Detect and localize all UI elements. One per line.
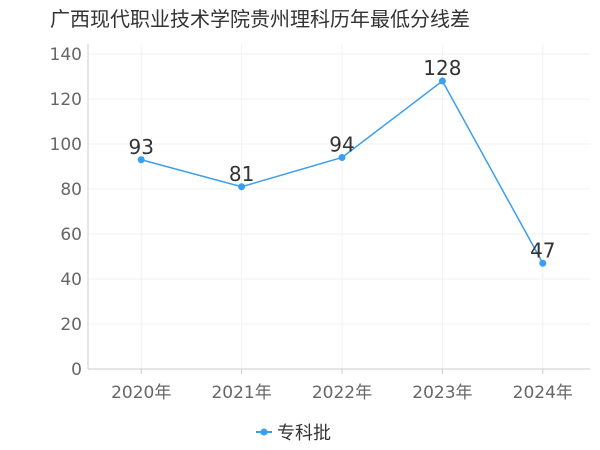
y-tick-label: 60 — [60, 225, 82, 245]
grid — [88, 44, 590, 369]
y-tick-label: 0 — [71, 360, 82, 380]
series-layer — [137, 77, 547, 267]
y-tick-label: 120 — [50, 90, 82, 110]
legend-label: 专科批 — [277, 423, 331, 444]
data-point — [539, 259, 547, 267]
axes: 0 20 40 60 80 100 120 140 2020年 2021年 2022年 2023年 20… — [50, 44, 590, 403]
data-label: 94 — [329, 133, 354, 157]
data-label: 81 — [229, 162, 254, 186]
x-tick-label: 2022年 — [312, 383, 372, 403]
y-tick-label: 20 — [60, 315, 82, 335]
y-tick-label: 80 — [60, 180, 82, 200]
data-labels: 93 81 94 128 47 — [128, 56, 555, 262]
x-tick-label: 2021年 — [211, 383, 271, 403]
data-point — [338, 154, 346, 161]
y-tick-label: 100 — [50, 135, 82, 155]
data-point — [137, 156, 145, 164]
data-label: 47 — [530, 238, 555, 262]
y-tick-label: 40 — [60, 270, 82, 290]
chart-title: 广西现代职业技术学院贵州理科历年最低分线差 — [50, 7, 470, 31]
legend[interactable]: 专科批 — [256, 423, 331, 444]
data-point — [238, 183, 246, 191]
data-label: 128 — [423, 56, 461, 80]
legend-marker-dot — [260, 428, 268, 436]
x-tick-label: 2023年 — [412, 383, 472, 403]
data-label: 93 — [128, 135, 153, 159]
data-point — [438, 77, 446, 85]
x-tick-label: 2020年 — [111, 383, 171, 403]
y-tick-label: 140 — [50, 45, 82, 65]
x-tick-label: 2024年 — [513, 383, 573, 403]
